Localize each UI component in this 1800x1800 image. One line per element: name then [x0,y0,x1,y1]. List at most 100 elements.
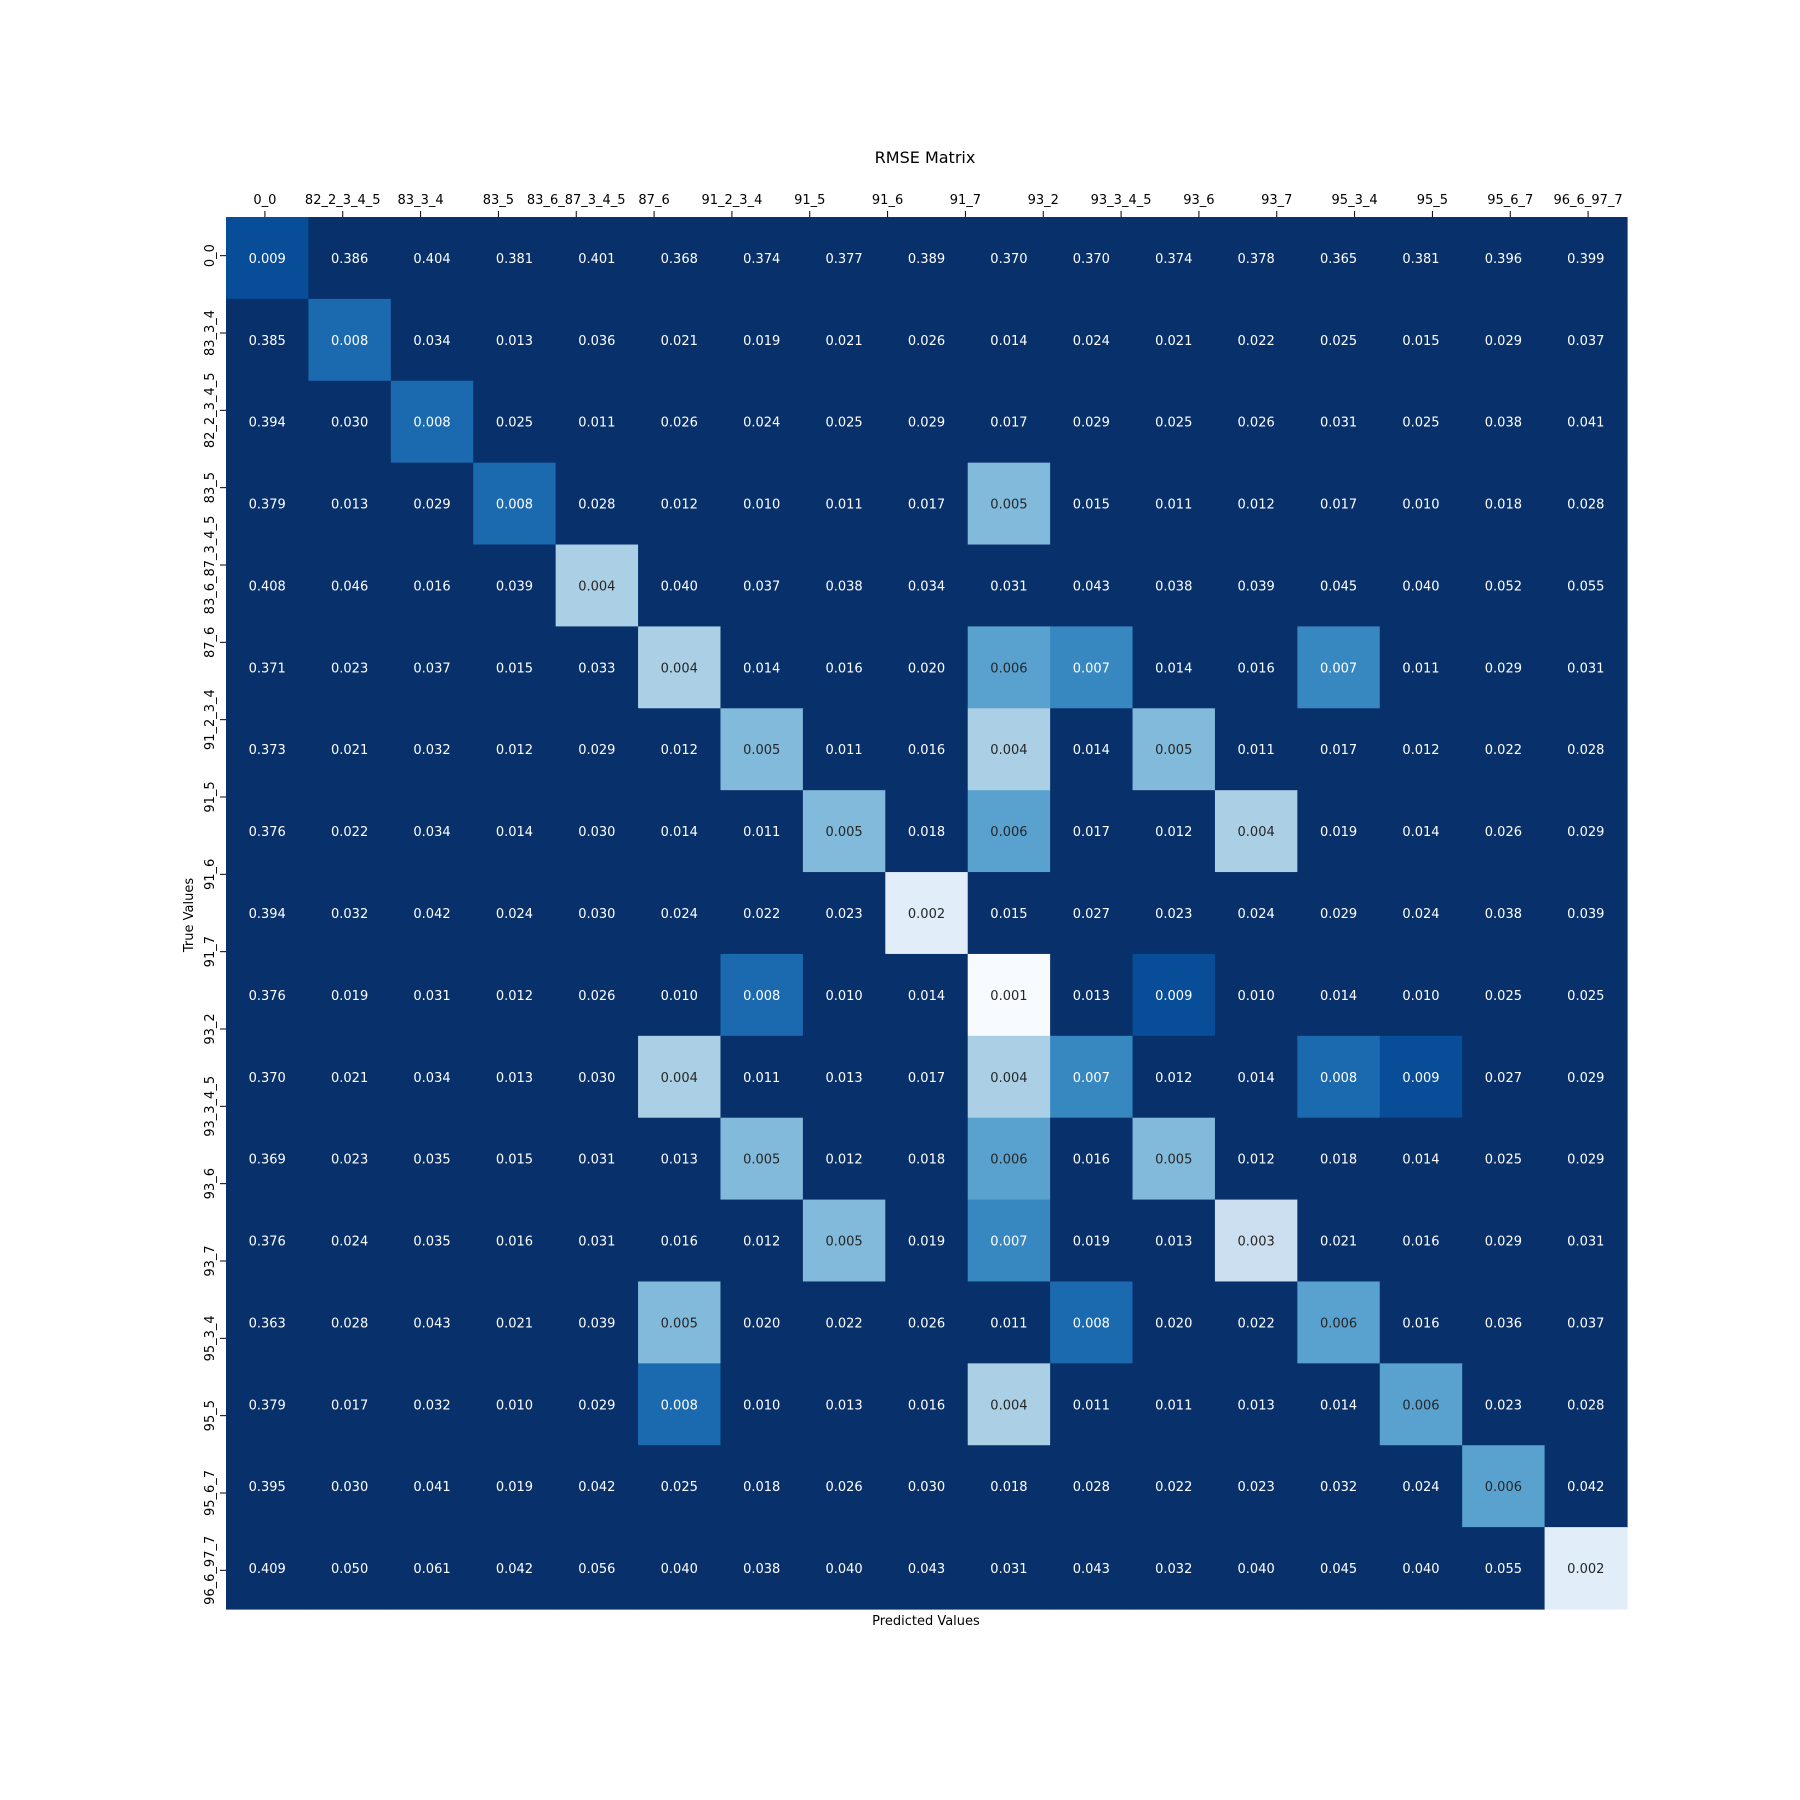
cell-value-label: 0.052 [1485,579,1522,594]
heatmap-cell [802,872,886,955]
heatmap-cell [720,953,804,1037]
heatmap-cell [555,1281,639,1364]
heatmap-cell [1379,708,1463,791]
cell-value-label: 0.024 [1402,1480,1439,1495]
cell-value-label: 0.389 [908,252,945,267]
x-tick-label: 93_7 [1261,193,1292,208]
cell-value-label: 0.041 [413,1480,450,1495]
cell-value-label: 0.013 [331,498,368,513]
cell-value-label: 0.030 [908,1480,945,1495]
heatmap-cell [1050,1281,1134,1364]
heatmap-cell [967,1035,1051,1119]
heatmap-cell [1214,953,1298,1037]
cell-value-label: 0.004 [1238,825,1275,840]
heatmap-cell [802,1363,886,1446]
cell-value-label: 0.042 [578,1480,615,1495]
heatmap-cell [1297,1363,1381,1446]
cell-value-label: 0.008 [413,416,450,431]
heatmap-cell [1132,790,1216,873]
cell-value-label: 0.015 [1402,334,1439,349]
heatmap-cell [1132,1363,1216,1446]
cell-value-label: 0.034 [413,1071,450,1086]
cell-value-label: 0.012 [1402,743,1439,758]
heatmap-cell [638,462,722,546]
cell-value-label: 0.022 [1238,1316,1275,1331]
heatmap-cell [555,1445,639,1528]
heatmap-cell [967,298,1051,382]
cell-value-label: 0.373 [249,743,286,758]
heatmap-cell [1544,1527,1628,1610]
heatmap-cell [555,217,639,300]
heatmap-cell [967,626,1051,709]
x-tick-label: 95_5 [1417,193,1448,208]
heatmap-cell [638,1117,722,1201]
heatmap-cell [1544,1281,1628,1364]
heatmap-cell [1297,1281,1381,1364]
cell-value-label: 0.023 [1238,1480,1275,1495]
x-tick-label: 91_7 [950,193,981,208]
cell-value-label: 0.019 [1073,1235,1110,1250]
heatmap-cell [967,1117,1051,1201]
heatmap-cell [1379,1117,1463,1201]
cell-value-label: 0.019 [908,1235,945,1250]
heatmap-cell [1544,1117,1628,1201]
heatmap-cell [390,544,474,628]
heatmap-cell [885,217,969,300]
heatmap-cell [308,462,392,546]
heatmap-cell [1544,544,1628,628]
heatmap-cell [1214,1527,1298,1610]
cell-value-label: 0.038 [1485,416,1522,431]
heatmap-cell [473,1445,557,1528]
cell-value-label: 0.019 [331,989,368,1004]
cell-value-label: 0.038 [1485,907,1522,922]
heatmap-cell [226,1199,310,1283]
cell-value-label: 0.032 [413,743,450,758]
y-tick-label: 93_3_4_5 [203,1076,218,1137]
cell-value-label: 0.024 [661,907,698,922]
cell-value-label: 0.045 [1320,579,1357,594]
heatmap-cell [720,1445,804,1528]
cell-value-label: 0.045 [1320,1562,1357,1577]
cell-value-label: 0.020 [743,1316,780,1331]
cell-value-label: 0.040 [661,579,698,594]
heatmap-cell [1132,1035,1216,1119]
cell-value-label: 0.025 [1485,1153,1522,1168]
cell-value-label: 0.004 [578,579,615,594]
heatmap-cell [638,544,722,628]
heatmap-cell [555,462,639,546]
heatmap-cell [1050,462,1134,546]
heatmap-cell [1050,1445,1134,1528]
heatmap-cell [1050,872,1134,955]
cell-value-label: 0.022 [1485,743,1522,758]
heatmap-cell [308,298,392,382]
heatmap-cell [885,462,969,546]
y-tick-label: 82_2_3_4_5 [203,373,218,449]
heatmap-cell [1297,1445,1381,1528]
heatmap-cell [1050,1363,1134,1446]
y-tick-label: 95_3_4 [203,1315,218,1361]
cell-value-label: 0.374 [743,252,780,267]
heatmap-cell [308,1363,392,1446]
cell-value-label: 0.018 [908,825,945,840]
heatmap-cell [555,1035,639,1119]
heatmap-cell [802,217,886,300]
heatmap-cell [226,708,310,791]
cell-value-label: 0.014 [1155,661,1192,676]
heatmap-cell [1214,1363,1298,1446]
y-axis-label: True Values [182,878,197,953]
cell-value-label: 0.043 [908,1562,945,1577]
heatmap-cell [720,1199,804,1283]
heatmap-cell [1297,217,1381,300]
heatmap-cell [1544,626,1628,709]
cell-value-label: 0.029 [1485,1235,1522,1250]
heatmap-cell [967,380,1051,464]
cell-value-label: 0.038 [825,579,862,594]
heatmap-cell [1214,1445,1298,1528]
heatmap-cell [226,872,310,955]
cell-value-label: 0.005 [990,498,1027,513]
cell-value-label: 0.013 [1155,1235,1192,1250]
cell-value-label: 0.007 [1320,661,1357,676]
heatmap-cell [1544,790,1628,873]
heatmap-cell [1132,872,1216,955]
